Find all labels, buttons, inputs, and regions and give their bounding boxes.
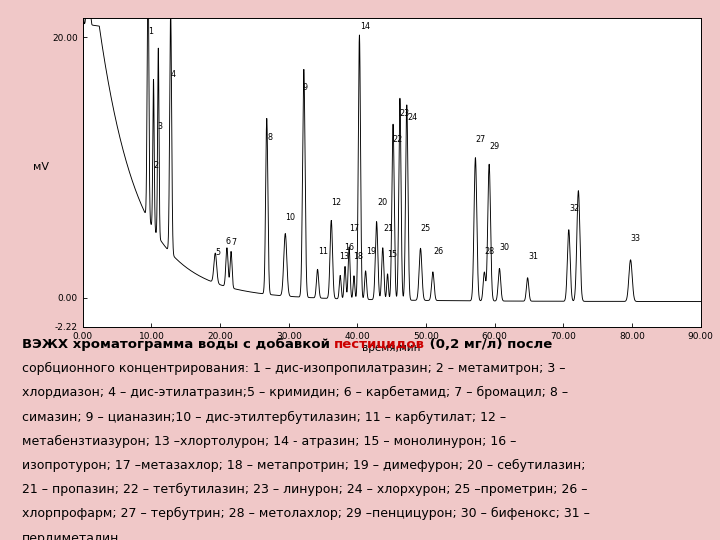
- Text: метабензтиазурон; 13 –хлортолурон; 14 - атразин; 15 – монолинурон; 16 –: метабензтиазурон; 13 –хлортолурон; 14 - …: [22, 435, 516, 448]
- Text: 6: 6: [225, 237, 230, 246]
- Text: 29: 29: [490, 141, 500, 151]
- Text: 18: 18: [354, 252, 364, 261]
- Text: 19: 19: [366, 247, 376, 256]
- Text: 23: 23: [400, 109, 410, 118]
- Text: 30: 30: [500, 243, 510, 252]
- Text: 21: 21: [383, 224, 393, 233]
- Text: (0,2 мг/л) после: (0,2 мг/л) после: [426, 338, 552, 351]
- Text: 9: 9: [303, 83, 308, 92]
- Text: 13: 13: [339, 252, 349, 261]
- Text: 12: 12: [332, 198, 342, 207]
- Text: 7: 7: [232, 238, 237, 247]
- Text: 2: 2: [154, 161, 159, 170]
- Text: 31: 31: [528, 252, 538, 261]
- Text: 21 – пропазин; 22 – тетбутилазин; 23 – линурон; 24 – хлорхурон; 25 –прометрин; 2: 21 – пропазин; 22 – тетбутилазин; 23 – л…: [22, 483, 587, 496]
- X-axis label: время,мин: время,мин: [362, 343, 421, 353]
- Y-axis label: мV: мV: [33, 162, 49, 172]
- Text: пердиметалин.: пердиметалин.: [22, 531, 123, 540]
- Text: пестицидов: пестицидов: [334, 338, 426, 351]
- Text: 26: 26: [433, 247, 444, 256]
- Text: хлордиазон; 4 – дис-этилатразин;5 – кримидин; 6 – карбетамид; 7 – бромацил; 8 –: хлордиазон; 4 – дис-этилатразин;5 – крим…: [22, 386, 568, 400]
- Text: 17: 17: [349, 224, 359, 233]
- Text: 22: 22: [392, 135, 402, 144]
- Text: 32: 32: [569, 204, 579, 213]
- Text: 20: 20: [377, 198, 387, 207]
- Text: 1: 1: [148, 27, 153, 36]
- Text: 16: 16: [344, 243, 354, 252]
- Text: 3: 3: [158, 122, 163, 131]
- Text: симазин; 9 – цианазин;10 – дис-этилтербутилазин; 11 – карбутилат; 12 –: симазин; 9 – цианазин;10 – дис-этилтербу…: [22, 410, 505, 423]
- Text: 15: 15: [387, 249, 397, 259]
- Text: 14: 14: [360, 22, 370, 31]
- Text: сорбционного концентрирования: 1 – дис-изопропилатразин; 2 – метамитрон; 3 –: сорбционного концентрирования: 1 – дис-и…: [22, 362, 565, 375]
- Text: 25: 25: [421, 224, 431, 233]
- Text: 24: 24: [407, 113, 418, 122]
- Text: 5: 5: [215, 248, 221, 258]
- Text: 8: 8: [267, 132, 272, 141]
- Text: хлорпрофарм; 27 – тербутрин; 28 – метолахлор; 29 –пенцицурон; 30 – бифенокс; 31 : хлорпрофарм; 27 – тербутрин; 28 – метола…: [22, 508, 590, 521]
- Text: 11: 11: [318, 247, 328, 256]
- Text: 28: 28: [485, 247, 495, 256]
- Text: ВЭЖХ хроматограмма воды с добавкой: ВЭЖХ хроматограмма воды с добавкой: [22, 338, 334, 351]
- Text: 27: 27: [476, 135, 486, 144]
- Text: 4: 4: [171, 70, 176, 79]
- Text: изопротурон; 17 –метазахлор; 18 – метапротрин; 19 – димефурон; 20 – себутилазин;: изопротурон; 17 –метазахлор; 18 – метапр…: [22, 459, 585, 472]
- Text: 33: 33: [631, 234, 641, 243]
- Text: 10: 10: [286, 213, 296, 222]
